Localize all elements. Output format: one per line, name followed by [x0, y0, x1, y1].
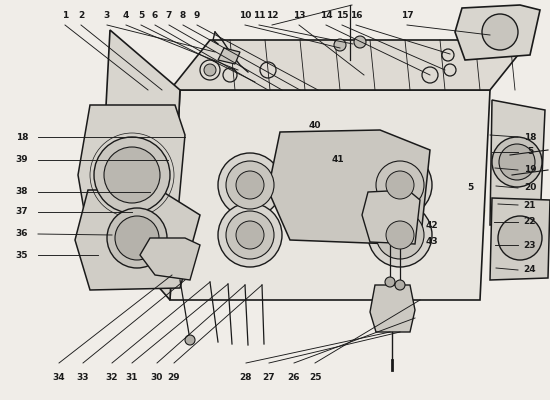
Text: 22: 22: [524, 218, 536, 226]
Polygon shape: [490, 100, 545, 225]
Polygon shape: [362, 190, 420, 244]
Text: 9: 9: [194, 11, 200, 20]
Text: 25: 25: [309, 373, 321, 382]
Polygon shape: [268, 130, 430, 245]
Text: 3: 3: [104, 11, 110, 20]
Polygon shape: [218, 48, 240, 64]
Circle shape: [376, 161, 424, 209]
Text: 1985: 1985: [393, 238, 477, 266]
Circle shape: [185, 335, 195, 345]
Text: 28: 28: [240, 373, 252, 382]
Polygon shape: [100, 30, 180, 300]
Circle shape: [107, 208, 167, 268]
Text: 37: 37: [16, 208, 28, 216]
Circle shape: [385, 277, 395, 287]
Text: 39: 39: [16, 156, 28, 164]
Text: 23: 23: [524, 240, 536, 250]
Text: 19: 19: [524, 166, 536, 174]
Circle shape: [226, 211, 274, 259]
Text: 24: 24: [524, 266, 536, 274]
Circle shape: [236, 221, 264, 249]
Text: 38: 38: [16, 188, 28, 196]
Text: 30: 30: [151, 373, 163, 382]
Circle shape: [94, 137, 170, 213]
Circle shape: [204, 64, 216, 76]
Text: 40: 40: [309, 120, 321, 130]
Text: 7: 7: [166, 11, 172, 20]
Polygon shape: [170, 90, 490, 300]
Text: 17: 17: [401, 11, 413, 20]
Text: 12: 12: [266, 11, 278, 20]
Text: 34: 34: [53, 373, 65, 382]
Text: 5: 5: [138, 11, 144, 20]
Circle shape: [482, 14, 518, 50]
Circle shape: [499, 144, 535, 180]
Text: 26: 26: [288, 373, 300, 382]
Text: 27: 27: [263, 373, 276, 382]
Text: 5: 5: [467, 184, 473, 192]
Circle shape: [354, 36, 366, 48]
Circle shape: [386, 171, 414, 199]
Text: 43: 43: [426, 238, 438, 246]
Circle shape: [115, 216, 159, 260]
Text: 32: 32: [106, 373, 118, 382]
Circle shape: [492, 137, 542, 187]
Circle shape: [218, 153, 282, 217]
Text: 10: 10: [239, 11, 251, 20]
Text: 42: 42: [426, 220, 438, 230]
Text: 18: 18: [16, 132, 28, 142]
Polygon shape: [490, 198, 550, 280]
Polygon shape: [370, 285, 415, 332]
Circle shape: [368, 153, 432, 217]
Text: 31: 31: [126, 373, 138, 382]
Circle shape: [218, 203, 282, 267]
Text: 18: 18: [524, 132, 536, 142]
Circle shape: [498, 216, 542, 260]
Text: 13: 13: [293, 11, 305, 20]
Text: 14: 14: [320, 11, 332, 20]
Circle shape: [334, 39, 346, 51]
Circle shape: [226, 161, 274, 209]
Circle shape: [395, 280, 405, 290]
Polygon shape: [140, 238, 200, 280]
Text: 15: 15: [336, 11, 348, 20]
Text: 11: 11: [253, 11, 265, 20]
Circle shape: [368, 203, 432, 267]
Circle shape: [376, 211, 424, 259]
Text: 8: 8: [180, 11, 186, 20]
Text: 5: 5: [527, 148, 533, 156]
Circle shape: [236, 171, 264, 199]
Text: 6: 6: [152, 11, 158, 20]
Text: 35: 35: [16, 250, 28, 260]
Text: 4: 4: [123, 11, 129, 20]
Text: 1: 1: [62, 11, 68, 20]
Text: 21: 21: [524, 200, 536, 210]
Polygon shape: [455, 5, 540, 60]
Circle shape: [104, 147, 160, 203]
Text: 41: 41: [332, 156, 344, 164]
Text: 20: 20: [524, 184, 536, 192]
Text: 16: 16: [350, 11, 362, 20]
Circle shape: [386, 221, 414, 249]
Polygon shape: [75, 190, 200, 290]
Text: eurospares: eurospares: [172, 198, 488, 246]
Polygon shape: [78, 105, 185, 245]
Text: 33: 33: [77, 373, 89, 382]
Text: 36: 36: [16, 230, 28, 238]
Text: 29: 29: [168, 373, 180, 382]
Polygon shape: [170, 40, 530, 90]
Text: 2: 2: [78, 11, 84, 20]
